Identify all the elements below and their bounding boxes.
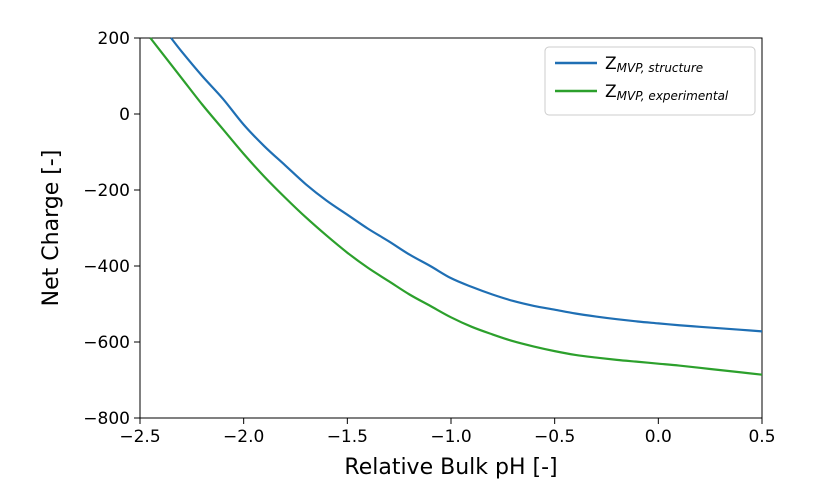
x-tick-label: −0.5: [534, 427, 575, 447]
y-tick-label: 200: [98, 29, 130, 49]
y-tick-label: −400: [83, 257, 130, 277]
legend-box: [544, 46, 756, 116]
y-tick-label: 0: [119, 105, 130, 125]
legend-label: ZMVP, structure: [605, 54, 703, 75]
legend-label-main: Z: [605, 82, 617, 102]
x-tick-label: −2.0: [223, 427, 264, 447]
y-tick-label: −800: [83, 409, 130, 429]
legend-label-subscript: MVP, experimental: [617, 89, 729, 103]
x-axis-label: Relative Bulk pH [-]: [344, 455, 557, 480]
series-layer: [149, 37, 763, 376]
x-tick-label: −1.0: [430, 427, 471, 447]
x-axis-ticks: −2.5 −2.0 −1.5 −1.0 −0.5 0.0 0.5: [119, 418, 776, 447]
y-tick-label: −200: [83, 181, 130, 201]
x-tick-label: −2.5: [119, 427, 160, 447]
legend-label-main: Z: [605, 54, 617, 74]
y-tick-label: −600: [83, 333, 130, 353]
y-axis-ticks: 200 0 −200 −400 −600 −800: [83, 29, 140, 429]
legend-label-subscript: MVP, structure: [617, 61, 704, 75]
x-tick-label: 0.0: [645, 427, 672, 447]
series-line-structure: [170, 37, 763, 333]
y-axis-label: Net Charge [-]: [39, 150, 64, 307]
legend-label: ZMVP, experimental: [605, 82, 729, 103]
x-tick-label: 0.5: [748, 427, 775, 447]
x-tick-label: −1.5: [327, 427, 368, 447]
series-line-experimental: [149, 37, 763, 376]
